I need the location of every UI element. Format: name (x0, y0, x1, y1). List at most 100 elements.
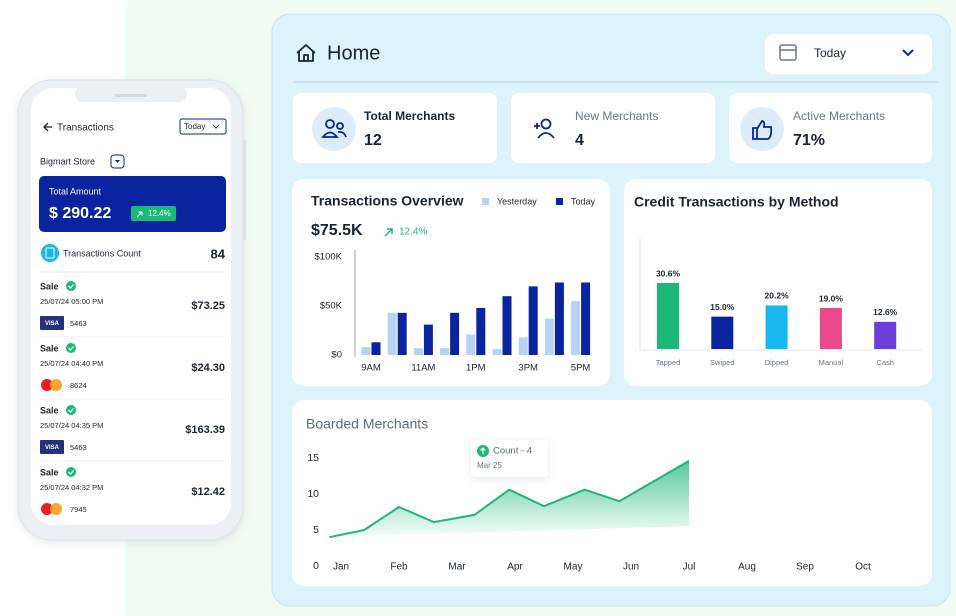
x-tick-label: Oct (855, 562, 871, 573)
status-check (66, 281, 76, 291)
calendar-icon (779, 44, 797, 61)
bar (423, 324, 433, 355)
store-name: Bigmart Store (40, 156, 95, 166)
chevron (212, 124, 220, 129)
x-tick-label: 5PM (571, 363, 591, 374)
line (329, 460, 690, 539)
phone-filter-label[interactable]: Today (184, 122, 205, 131)
x-tick-label: Swiped (710, 358, 735, 367)
bar (440, 348, 450, 355)
x-tick-label: Jan (333, 562, 349, 573)
total-card (39, 176, 226, 232)
status-check-mark (68, 284, 74, 289)
bar (476, 307, 486, 355)
store-dropdown[interactable] (110, 154, 125, 169)
dropdown-box[interactable] (765, 34, 932, 74)
value-label: 12.6% (873, 307, 898, 317)
status-check-mark (68, 346, 74, 351)
tx-date: 25/07/24 04:35 PM (40, 421, 103, 430)
card-last4: 8624 (70, 381, 87, 390)
area (329, 460, 689, 538)
bar (450, 312, 460, 355)
tx-amount: $12.42 (191, 486, 225, 498)
x-tick-label: Cash (876, 358, 894, 367)
tx-type: Sale (40, 281, 59, 291)
bar (544, 318, 554, 355)
kpi-label: Total Merchants (364, 109, 455, 123)
bar (466, 334, 476, 355)
value-label: 20.2% (765, 291, 790, 301)
chart-card (292, 400, 932, 586)
status-check-mark (68, 470, 74, 475)
tx-type: Sale (40, 467, 59, 477)
chevron (902, 49, 914, 57)
x-tick-label: Jul (683, 562, 696, 573)
status-check (66, 405, 76, 415)
phone-button (243, 140, 246, 240)
bar (554, 282, 564, 355)
chart-title: Boarded Merchants (306, 416, 428, 432)
tooltip (471, 440, 548, 477)
bar (518, 337, 528, 355)
kpi-value: 4 (575, 132, 584, 149)
phone-title: Transactions (57, 123, 114, 134)
x-tick-label: Apr (507, 562, 523, 573)
count-icon-glyph (45, 247, 55, 259)
card-logo (50, 379, 62, 391)
bar (765, 305, 788, 349)
up-arrow (384, 228, 393, 237)
x-tick-label: 11AM (411, 363, 435, 374)
chart-title: Credit Transactions by Method (634, 194, 839, 210)
x-tick-label: Mar (448, 562, 466, 573)
kpi-value: 12 (364, 132, 382, 149)
kpi-label: Active Merchants (793, 109, 885, 123)
chart-card (624, 179, 932, 386)
phone-filter[interactable] (179, 118, 227, 135)
status-check (66, 467, 76, 477)
date-filter-label[interactable]: Today (814, 46, 846, 60)
total-change: 12.4% (148, 209, 171, 218)
y-tick-label: 15 (307, 452, 319, 464)
card-last4: 5463 (70, 319, 87, 328)
value-label: 30.6% (656, 268, 681, 278)
card-logo (41, 379, 53, 391)
kpi-icon-bg (312, 107, 356, 151)
bar (581, 282, 591, 355)
card-last4: 5463 (70, 443, 87, 452)
kpi-icons (321, 118, 773, 140)
bar (571, 301, 581, 355)
bar (361, 347, 371, 355)
page-title: Home (327, 42, 380, 64)
x-tick-label: Jun (623, 562, 639, 573)
x-tick-label: 3PM (518, 363, 538, 374)
y-tick-label: $100K (315, 252, 343, 263)
tooltip-subtitle: Mar 25 (477, 461, 502, 470)
overview-change: 12.4% (399, 227, 427, 238)
y-tick-label: 0 (313, 560, 319, 572)
bar (657, 283, 679, 349)
bar (528, 286, 538, 355)
tooltip-title: Count - 4 (493, 446, 532, 457)
bar (874, 321, 897, 349)
back-arrow[interactable] (43, 122, 52, 132)
x-tick-label: 9AM (361, 363, 381, 374)
y-tick-label: $50K (320, 301, 343, 312)
kpi-card (729, 93, 932, 163)
card-brand: VISA (45, 321, 60, 327)
legend-label: Today (571, 196, 596, 206)
total-label: Total Amount (49, 186, 102, 196)
card-logo (50, 503, 62, 515)
value-label: 19.0% (819, 293, 844, 303)
legend-swatch (482, 198, 489, 205)
card-last4: 7945 (70, 505, 87, 514)
tooltip-arrow (480, 447, 486, 454)
tx-amount: $73.25 (191, 300, 225, 312)
tx-date: 25/07/24 05:00 PM (40, 297, 103, 306)
bar (413, 348, 423, 355)
tx-amount: $24.30 (191, 362, 225, 374)
up-arrow (136, 211, 143, 218)
count-icon (41, 244, 59, 262)
date-dropdown[interactable]: Today (765, 34, 932, 74)
overview-total: $75.5K (311, 222, 363, 239)
x-tick-label: Feb (390, 562, 408, 573)
